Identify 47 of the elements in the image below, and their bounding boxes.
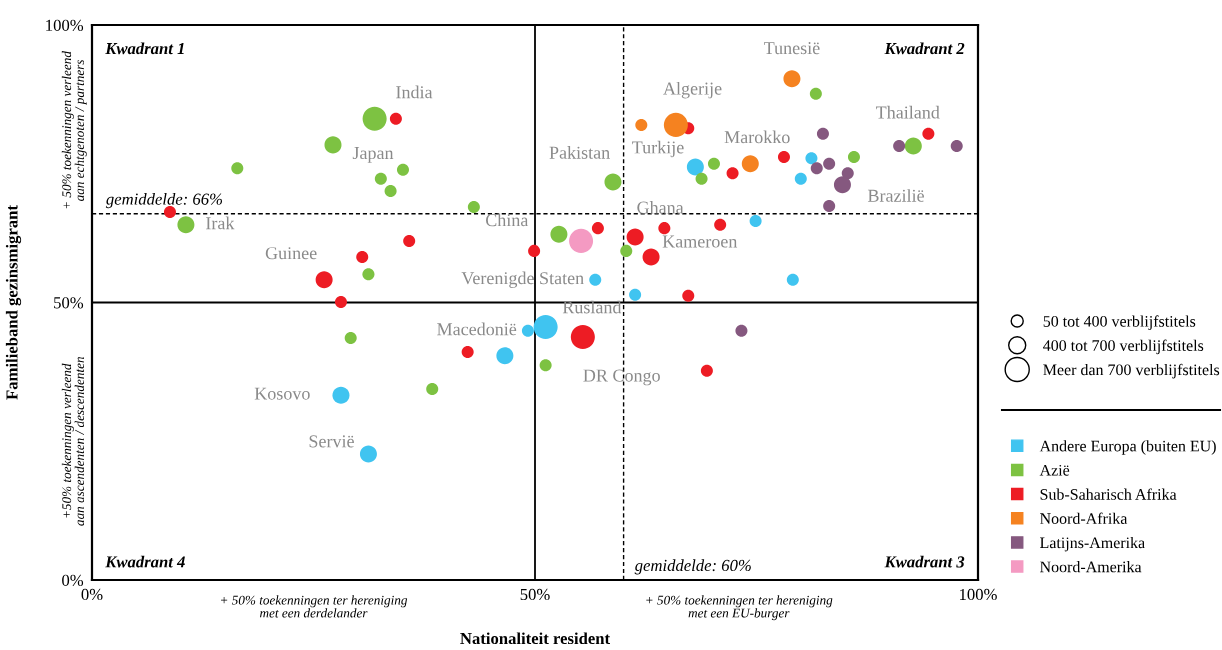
- annotation: Kwadrant 4: [105, 555, 185, 568]
- annotation: Kwadrant 1: [105, 42, 184, 55]
- x-axis-title: Nationaliteit resident: [460, 632, 610, 645]
- annotation: DR Congo: [583, 369, 660, 386]
- text: + 50% toekenningen ter hereniging met een EU-burger: [646, 595, 833, 621]
- legend-label: Sub-Saharisch Afrika: [1040, 488, 1177, 500]
- annotation: China: [485, 213, 529, 227]
- annotation: Rusland: [562, 300, 622, 314]
- legend-label: Noord-Afrika: [1040, 512, 1128, 524]
- legend-label: Meer dan 700 verblijfstitels: [1043, 363, 1220, 379]
- ref-line-label: gemiddelde: 60%: [634, 559, 751, 575]
- annotation: Irak: [206, 216, 235, 230]
- y-tick-label: 50%: [54, 297, 84, 309]
- annotation: Verenigde Staten: [461, 271, 584, 288]
- annotation: Servië: [309, 435, 354, 448]
- annotation: Algerije: [663, 81, 722, 99]
- y-tick-label: 100%: [46, 19, 84, 31]
- annotation: Pakistan: [549, 146, 610, 159]
- legend-label: Noord-Amerika: [1040, 561, 1142, 573]
- legend-label: Andere Europa (buiten EU): [1039, 440, 1216, 455]
- annotation: Kosovo: [254, 387, 310, 400]
- legend-label: Latijns-Amerika: [1040, 536, 1145, 552]
- y-axis-title: Familieband gezinsmigrant: [5, 205, 22, 400]
- legend-label: 400 tot 700 verblijfstitels: [1043, 339, 1204, 355]
- annotation: Kwadrant 2: [884, 42, 965, 55]
- x-tick-label: 50%: [520, 588, 550, 601]
- annotation: Kwadrant 3: [884, 555, 965, 568]
- annotation: Thailand: [876, 105, 940, 119]
- y-tick-label: 0%: [62, 574, 84, 586]
- annotation: Tunesië: [764, 42, 820, 55]
- text: + 50% toekenningen ter hereniging met een derdelander: [221, 595, 408, 618]
- ref-line-label: gemiddelde: 66%: [105, 193, 223, 209]
- annotation: Kameroen: [662, 235, 738, 248]
- annotation: Macedonië: [437, 322, 517, 336]
- x-tick-label: 100%: [960, 588, 997, 601]
- legend-label: 50 tot 400 verblijfstitels: [1043, 315, 1196, 330]
- annotation: Guinee: [265, 247, 317, 260]
- annotation: Ghana: [637, 201, 684, 214]
- annotation: Brazilië: [867, 189, 924, 202]
- legend-label: Azië: [1039, 464, 1070, 476]
- annotation: India: [396, 85, 433, 99]
- x-tick-label: 0%: [81, 588, 103, 601]
- text: + 50% toekenningen verleend aan echtgenoten / partners: [61, 51, 87, 209]
- annotation: Japan: [352, 147, 394, 163]
- text: +50% toekenningen verleend aan ascendenten / descendenten: [61, 356, 85, 526]
- annotation: Marokko: [724, 130, 790, 144]
- annotation: Turkije: [632, 140, 684, 158]
